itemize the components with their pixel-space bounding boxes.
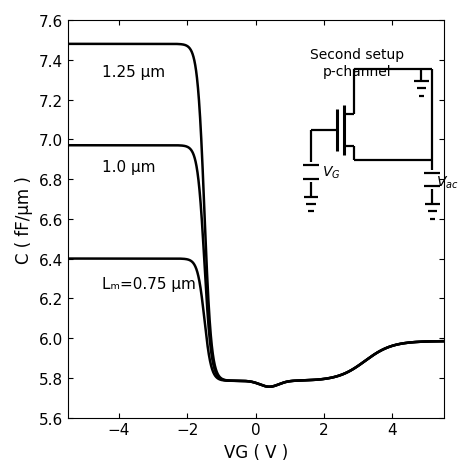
Y-axis label: C ( fF/μm ): C ( fF/μm ) <box>15 176 33 263</box>
Text: Lₘ=0.75 μm: Lₘ=0.75 μm <box>102 277 196 292</box>
X-axis label: VG ( V ): VG ( V ) <box>224 443 288 461</box>
Text: 1.25 μm: 1.25 μm <box>102 65 165 79</box>
Text: 1.0 μm: 1.0 μm <box>102 160 155 175</box>
